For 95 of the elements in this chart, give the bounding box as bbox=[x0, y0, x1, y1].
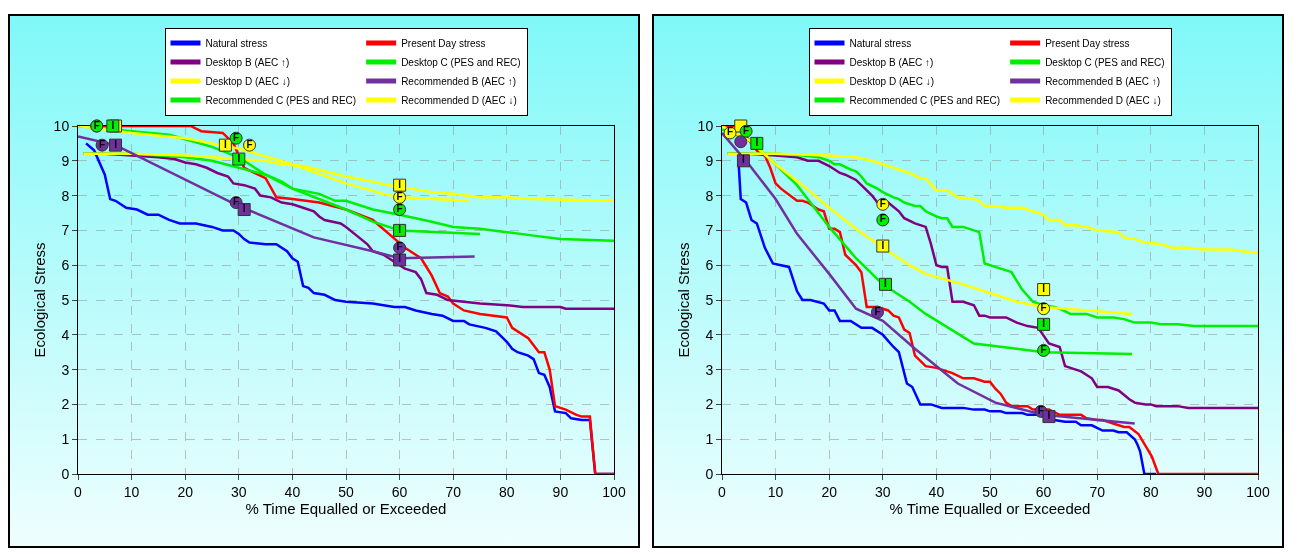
legend-label: Desktop D (AEC ↓) bbox=[205, 75, 290, 87]
legend-label: Desktop D (AEC ↓) bbox=[849, 75, 934, 87]
x-tick-label: 40 bbox=[928, 483, 945, 500]
legend-label: Desktop C (PES and REC) bbox=[401, 56, 521, 68]
x-tick-label: 10 bbox=[767, 483, 784, 500]
data-label: F bbox=[396, 241, 403, 253]
x-tick-label: 60 bbox=[391, 483, 408, 500]
x-tick-label: 50 bbox=[982, 483, 998, 500]
y-tick-label: 4 bbox=[61, 326, 70, 343]
x-tick-label: 30 bbox=[875, 483, 891, 500]
y-tick-label: 5 bbox=[61, 291, 70, 308]
data-label: I bbox=[742, 154, 746, 166]
data-label: F bbox=[93, 119, 100, 131]
legend-label: Recommended D (AEC ↓) bbox=[1045, 94, 1161, 106]
y-tick-label: 2 bbox=[705, 396, 714, 413]
data-label: I bbox=[1042, 283, 1046, 295]
y-tick-label: 9 bbox=[705, 152, 714, 169]
y-tick-label: 3 bbox=[61, 361, 70, 378]
y-tick-label: 5 bbox=[705, 291, 714, 308]
y-tick-label: 8 bbox=[61, 187, 70, 204]
data-label: F bbox=[1037, 404, 1044, 416]
legend-label: Recommended B (AEC ↑) bbox=[1045, 75, 1161, 87]
x-tick-label: 80 bbox=[499, 483, 515, 500]
y-tick-label: 3 bbox=[705, 361, 714, 378]
x-tick-label: 100 bbox=[1246, 483, 1270, 500]
data-label: F bbox=[1040, 302, 1047, 314]
x-tick-label: 90 bbox=[1196, 483, 1213, 500]
legend-label: Recommended D (AEC ↓) bbox=[401, 94, 517, 106]
legend-label: Recommended C (PES and REC) bbox=[205, 94, 357, 106]
y-tick-label: 10 bbox=[697, 117, 714, 134]
data-label: I bbox=[224, 138, 228, 150]
data-label: F bbox=[743, 124, 750, 136]
x-tick-label: 100 bbox=[602, 483, 626, 500]
legend-label: Desktop B (AEC ↑) bbox=[205, 56, 290, 68]
data-label: I bbox=[755, 136, 759, 148]
data-label: F bbox=[1040, 343, 1047, 355]
y-tick-label: 8 bbox=[705, 187, 714, 204]
x-tick-label: 60 bbox=[1035, 483, 1052, 500]
y-tick-label: 0 bbox=[61, 465, 70, 482]
data-label: I bbox=[881, 239, 885, 251]
y-tick-label: 1 bbox=[705, 431, 714, 448]
legend-label: Present Day stress bbox=[1045, 37, 1130, 49]
data-label: F bbox=[233, 131, 240, 143]
data-label: I bbox=[242, 203, 246, 215]
y-tick-label: 1 bbox=[61, 431, 70, 448]
y-tick-label: 7 bbox=[61, 222, 70, 239]
data-label: I bbox=[1042, 317, 1046, 329]
legend-label: Present Day stress bbox=[401, 37, 486, 49]
legend-label: Recommended C (PES and REC) bbox=[849, 94, 1001, 106]
data-label: F bbox=[879, 197, 886, 209]
data-label: I bbox=[237, 152, 241, 164]
y-tick-label: 6 bbox=[61, 257, 70, 274]
y-axis-title: Ecological Stress bbox=[30, 242, 48, 358]
y-tick-label: 9 bbox=[61, 152, 70, 169]
data-label: F bbox=[396, 190, 403, 202]
data-label: F bbox=[879, 213, 886, 225]
x-tick-label: 70 bbox=[445, 483, 462, 500]
data-label: I bbox=[114, 138, 118, 150]
x-tick-label: 80 bbox=[1143, 483, 1159, 500]
y-axis-title: Ecological Stress bbox=[674, 242, 692, 358]
data-label: F bbox=[396, 203, 403, 215]
legend-label: Desktop C (PES and REC) bbox=[1045, 56, 1165, 68]
x-tick-label: 0 bbox=[74, 483, 83, 500]
x-tick-label: 90 bbox=[552, 483, 569, 500]
x-tick-label: 20 bbox=[821, 483, 838, 500]
x-tick-label: 20 bbox=[177, 483, 194, 500]
x-tick-label: 70 bbox=[1089, 483, 1106, 500]
data-label: I bbox=[398, 178, 402, 190]
x-axis-title: % Time Equalled or Exceeded bbox=[245, 499, 447, 517]
legend-label: Recommended B (AEC ↑) bbox=[401, 75, 517, 87]
data-label: I bbox=[1047, 410, 1051, 422]
y-tick-label: 4 bbox=[705, 326, 714, 343]
x-tick-label: 40 bbox=[284, 483, 301, 500]
data-label: I bbox=[398, 253, 402, 265]
legend-label: Natural stress bbox=[849, 37, 912, 49]
y-tick-label: 10 bbox=[53, 117, 70, 134]
x-tick-label: 0 bbox=[718, 483, 727, 500]
data-label: I bbox=[111, 119, 115, 131]
data-label: F bbox=[99, 138, 106, 150]
y-tick-label: 2 bbox=[61, 396, 70, 413]
y-tick-label: 7 bbox=[705, 222, 714, 239]
legend-label: Natural stress bbox=[205, 37, 268, 49]
y-tick-label: 0 bbox=[705, 465, 714, 482]
data-label: F bbox=[874, 305, 881, 317]
x-tick-label: 30 bbox=[231, 483, 247, 500]
data-label: F bbox=[233, 196, 240, 208]
x-tick-label: 10 bbox=[123, 483, 140, 500]
x-axis-title: % Time Equalled or Exceeded bbox=[889, 499, 1091, 517]
data-label: I bbox=[884, 277, 888, 289]
data-label: F bbox=[246, 138, 253, 150]
x-tick-label: 50 bbox=[338, 483, 354, 500]
y-tick-label: 6 bbox=[705, 257, 714, 274]
data-label: I bbox=[398, 223, 402, 235]
data-label: F bbox=[726, 126, 734, 138]
legend-label: Desktop B (AEC ↑) bbox=[849, 56, 934, 68]
